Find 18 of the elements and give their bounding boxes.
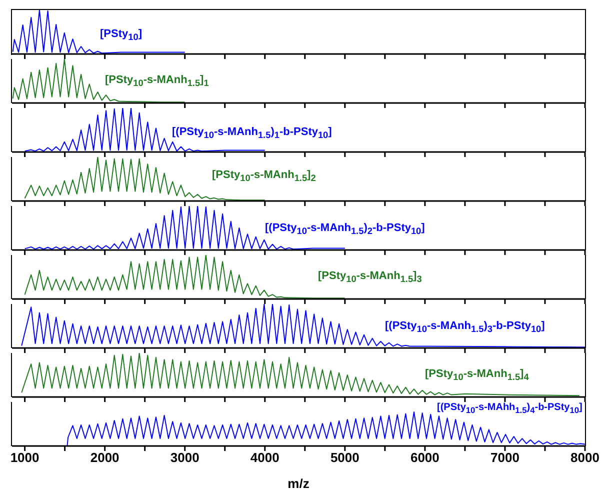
x-axis-title: m/z — [288, 476, 310, 491]
annotation: [PSty$_{10}$] — [100, 28, 142, 44]
annotation: [PSty$_{10}$-s-MAnh$_{1.5}$]$_{4}$ — [425, 368, 529, 384]
text: [(PSty$_{10}$-s-MAhh$_{1.5}$)$_{4}$-b-PSty$_{10}$] — [437, 402, 582, 415]
x-tick-label: 4000 — [250, 450, 280, 466]
x-tick-label: 7000 — [490, 450, 520, 466]
annotation: [PSty$_{10}$-s-MAnh$_{1.5}$]$_{3}$ — [318, 270, 422, 286]
text: [(PSty$_{10}$-s-MAnh$_{1.5}$)$_{1}$-b-PSty$_{10}$] — [172, 126, 332, 140]
text: [(PSty$_{10}$-s-MAnh$_{1.5}$)$_{2}$-b-PSty$_{10}$] — [265, 222, 425, 236]
annotation: [PSty$_{10}$-s-MAnh$_{1.5}$]$_{2}$ — [212, 169, 316, 186]
x-tick-label: 8000 — [570, 450, 600, 466]
x-tick-label: 1000 — [10, 450, 40, 466]
x-tick-label: 5000 — [330, 450, 360, 466]
x-tick-label: 6000 — [410, 450, 440, 466]
x-tick-label: 3000 — [170, 450, 200, 466]
text: [(PSty$_{10}$-s-MAnh$_{1.5}$)$_{3}$-b-PSty$_{10}$] — [385, 320, 545, 334]
annotation: [PSty$_{10}$-s-MAnh$_{1.5}$]$_{1}$ — [105, 74, 209, 90]
x-tick-label: 2000 — [90, 450, 120, 466]
